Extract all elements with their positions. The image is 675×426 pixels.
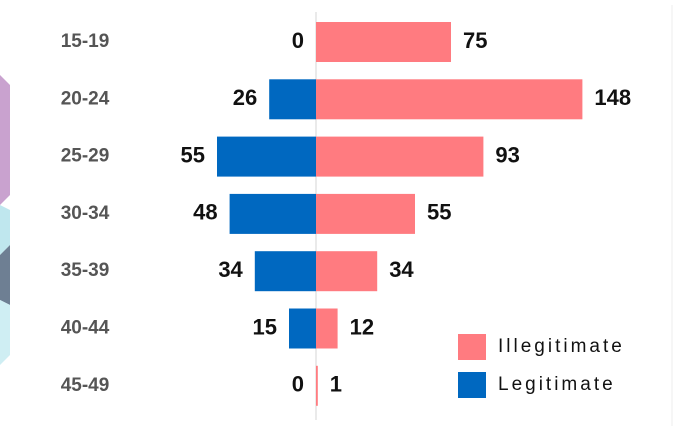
bar <box>316 365 318 406</box>
legend-swatch <box>458 372 486 398</box>
value-label: 148 <box>594 85 631 110</box>
value-label: 55 <box>181 142 205 167</box>
value-label: 93 <box>495 142 519 167</box>
bar <box>316 193 415 234</box>
value-label: 0 <box>292 372 304 397</box>
category-label: 20-24 <box>61 88 110 109</box>
bar <box>316 22 451 62</box>
value-label: 1 <box>330 372 342 397</box>
legend-label: Legitimate <box>498 374 616 395</box>
legend-swatch <box>458 334 486 360</box>
value-label: 34 <box>218 257 243 282</box>
decoration <box>0 205 10 255</box>
value-label: 75 <box>463 28 487 53</box>
value-label: 26 <box>233 85 257 110</box>
bar <box>254 251 316 292</box>
bar <box>217 136 316 177</box>
category-label: 40-44 <box>61 318 110 339</box>
decoration <box>0 245 10 305</box>
decoration <box>0 300 10 365</box>
legend-label: Illegitimate <box>498 336 625 357</box>
bar <box>316 79 583 120</box>
bar <box>316 136 484 177</box>
category-label: 15-19 <box>61 31 110 52</box>
decoration <box>0 75 10 205</box>
value-label: 15 <box>253 314 277 339</box>
value-label: 34 <box>389 257 414 282</box>
value-label: 0 <box>292 28 304 53</box>
bar <box>269 79 316 120</box>
value-label: 48 <box>193 200 217 225</box>
category-label: 35-39 <box>61 260 110 281</box>
bar <box>289 308 316 349</box>
category-label: 25-29 <box>61 146 110 167</box>
category-label: 30-34 <box>61 203 110 224</box>
value-label: 12 <box>350 314 374 339</box>
value-label: 55 <box>427 200 451 225</box>
bar <box>316 251 378 292</box>
bar <box>229 193 316 234</box>
bar <box>316 308 338 349</box>
category-label: 45-49 <box>61 375 110 396</box>
